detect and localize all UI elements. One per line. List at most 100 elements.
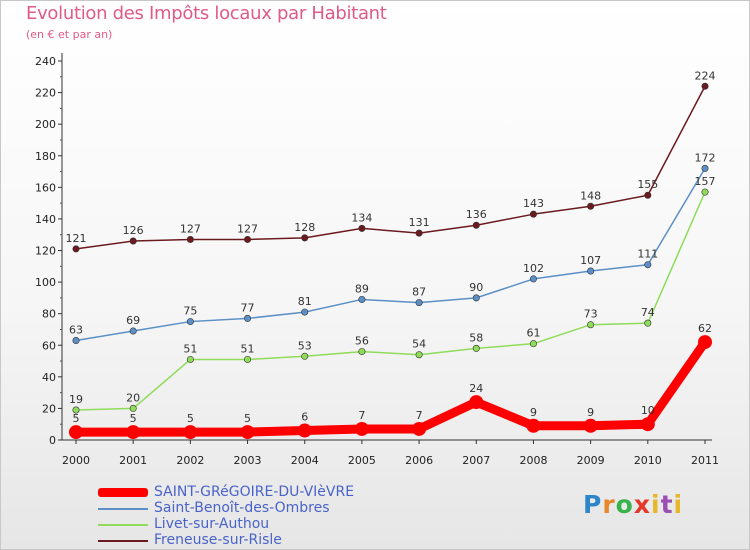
data-point [412,421,427,436]
data-point [183,425,198,440]
data-label: 121 [66,232,87,245]
data-point [358,295,366,303]
data-point [72,406,80,414]
legend-swatch [98,540,148,542]
legend-label: Saint-Benoît-des-Ombres [154,500,330,516]
data-label: 157 [695,175,716,188]
data-label: 127 [180,222,201,235]
data-point [698,335,712,350]
data-label: 73 [584,308,598,321]
data-label: 62 [698,322,712,335]
data-point [469,395,484,410]
legend-swatch [98,524,148,526]
x-tick-label: 2004 [291,454,319,467]
x-tick-label: 2001 [119,454,147,467]
data-point [186,318,194,326]
data-point [587,321,595,329]
data-point [301,308,309,316]
data-label: 7 [358,409,365,422]
data-label: 53 [298,339,312,352]
data-point [526,418,541,433]
data-label: 5 [244,412,251,425]
data-label: 9 [530,406,537,419]
data-label: 5 [187,412,194,425]
series-saint-beno-t-des-ombres: 63 69 75 77 81 89 87 90 102 107 111 172 [69,151,716,345]
data-label: 107 [580,254,601,267]
data-label: 54 [412,338,426,351]
data-point [472,294,480,302]
legend-label: Freneuse-sur-Risle [154,532,282,548]
data-label: 56 [355,335,369,348]
data-label: 63 [69,324,83,337]
data-point [240,425,255,440]
data-point [701,188,709,196]
data-point [358,348,366,356]
data-point [415,351,423,359]
y-tick-label: 20 [42,402,56,415]
data-label: 81 [298,295,312,308]
data-point [644,319,652,327]
chart-subtitle: (en € et par an) [26,28,113,41]
data-label: 90 [469,281,483,294]
x-tick-label: 2011 [691,454,719,467]
data-point [129,237,137,245]
series-livet-sur-authou: 19 20 51 51 53 56 54 58 61 73 74 157 [69,175,716,414]
data-label: 87 [412,286,426,299]
y-tick-label: 0 [49,434,56,447]
data-point [472,221,480,229]
data-label: 6 [301,411,308,424]
data-point [587,202,595,210]
data-point [529,275,537,283]
data-label: 75 [183,305,197,318]
x-tick-label: 2008 [519,454,547,467]
data-point [72,245,80,253]
data-point [583,418,598,433]
data-label: 51 [183,342,197,355]
y-tick-label: 60 [42,339,56,352]
data-label: 126 [123,224,144,237]
x-tick-label: 2010 [634,454,662,467]
data-point [72,337,80,345]
data-point [301,234,309,242]
x-tick-label: 2005 [348,454,376,467]
series-line [75,191,706,411]
data-point [358,224,366,232]
x-tick-label: 2009 [577,454,605,467]
y-tick-label: 40 [42,371,56,384]
data-point [701,82,709,90]
data-label: 69 [126,314,140,327]
data-label: 20 [126,391,140,404]
data-point [644,261,652,269]
data-point [69,425,83,440]
data-label: 131 [409,216,430,229]
y-tick-label: 140 [35,213,56,226]
legend-label: SAINT-GRéGOIRE-DU-VIèVRE [154,484,355,500]
data-label: 77 [241,301,255,314]
data-point [415,299,423,307]
data-label: 61 [526,327,540,340]
data-label: 172 [695,151,716,164]
data-point [415,229,423,237]
data-label: 10 [641,404,655,417]
y-tick-label: 180 [35,150,56,163]
data-point [587,267,595,275]
data-label: 9 [587,406,594,419]
data-label: 24 [469,382,483,395]
x-tick-label: 2002 [176,454,204,467]
x-tick-label: 2007 [462,454,490,467]
y-tick-label: 100 [35,276,56,289]
series-line [75,85,706,250]
y-tick-label: 120 [35,245,56,258]
data-label: 127 [237,222,258,235]
data-label: 74 [641,306,655,319]
y-tick-label: 80 [42,308,56,321]
series-line [75,167,706,342]
data-point [186,355,194,363]
data-point [472,344,480,352]
y-tick-label: 200 [35,118,56,131]
data-label: 5 [73,412,80,425]
data-label: 224 [695,69,716,82]
